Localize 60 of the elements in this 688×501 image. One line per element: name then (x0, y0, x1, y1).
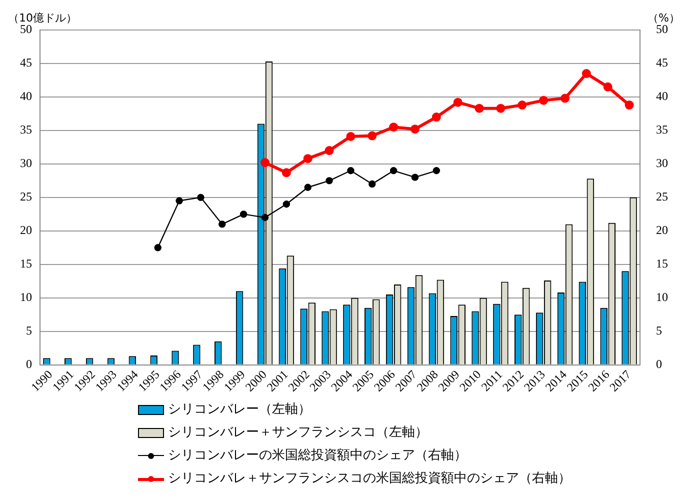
y-tick-label: 45 (20, 56, 32, 70)
y-tick-label: 20 (20, 223, 32, 238)
y-tick-label: 25 (20, 190, 32, 204)
legend-label: シリコンバレー（左軸） (168, 401, 311, 419)
point (410, 124, 420, 134)
point (368, 180, 376, 188)
y2-tick-label: 20 (656, 223, 668, 238)
point (432, 112, 441, 122)
y-tick-label: 0 (26, 357, 32, 372)
point (326, 177, 333, 184)
y2-tick-label: 5 (656, 324, 662, 338)
point (303, 154, 312, 164)
y2-tick-label: 25 (656, 190, 668, 204)
point (282, 200, 290, 208)
y-tick-label: 15 (20, 256, 32, 271)
point (347, 167, 354, 174)
y-tick-label: 5 (26, 324, 32, 338)
point (260, 158, 270, 168)
y2-axis-title: （%） (648, 11, 680, 24)
point (304, 184, 312, 191)
point (411, 174, 419, 181)
y2-tick-label: 50 (656, 22, 668, 36)
point (389, 122, 398, 132)
y-tick-label: 50 (20, 22, 32, 36)
y2-tick-label: 30 (656, 156, 668, 170)
y-tick-label: 30 (20, 156, 32, 170)
y2-tick-label: 15 (656, 256, 668, 271)
legend-label: シリコンバレ＋サンフランシスコの米国総投資額中のシェア（右軸） (168, 470, 571, 488)
point (603, 82, 612, 92)
y-tick-label: 35 (20, 122, 32, 137)
point (324, 146, 334, 156)
y2-tick-label: 0 (656, 357, 662, 372)
y-tick-label: 40 (20, 89, 32, 104)
y2-tick-label: 10 (656, 290, 668, 304)
point (432, 167, 440, 174)
legend-label: シリコンバレーの米国総投資額中のシェア（右軸） (168, 447, 467, 465)
point (282, 168, 291, 178)
legend-label: シリコンバレー＋サンフランシスコ（左軸） (168, 424, 428, 442)
point (197, 194, 204, 202)
point (582, 69, 591, 78)
point (390, 167, 398, 174)
point (240, 210, 248, 218)
point (624, 100, 634, 110)
point (218, 220, 226, 228)
y2-tick-label: 45 (656, 56, 668, 70)
point (368, 131, 377, 140)
point (518, 100, 527, 110)
point (560, 94, 570, 103)
y2-tick-label: 40 (656, 89, 668, 104)
point (261, 214, 269, 222)
point (474, 104, 484, 113)
y-axis-title: （10億ドル） (8, 11, 77, 24)
point (154, 244, 162, 252)
y2-tick-label: 35 (656, 122, 668, 137)
point (496, 104, 506, 113)
point (346, 132, 356, 141)
point (176, 197, 183, 204)
point (453, 98, 462, 107)
y-tick-label: 10 (20, 290, 32, 304)
point (539, 96, 548, 105)
